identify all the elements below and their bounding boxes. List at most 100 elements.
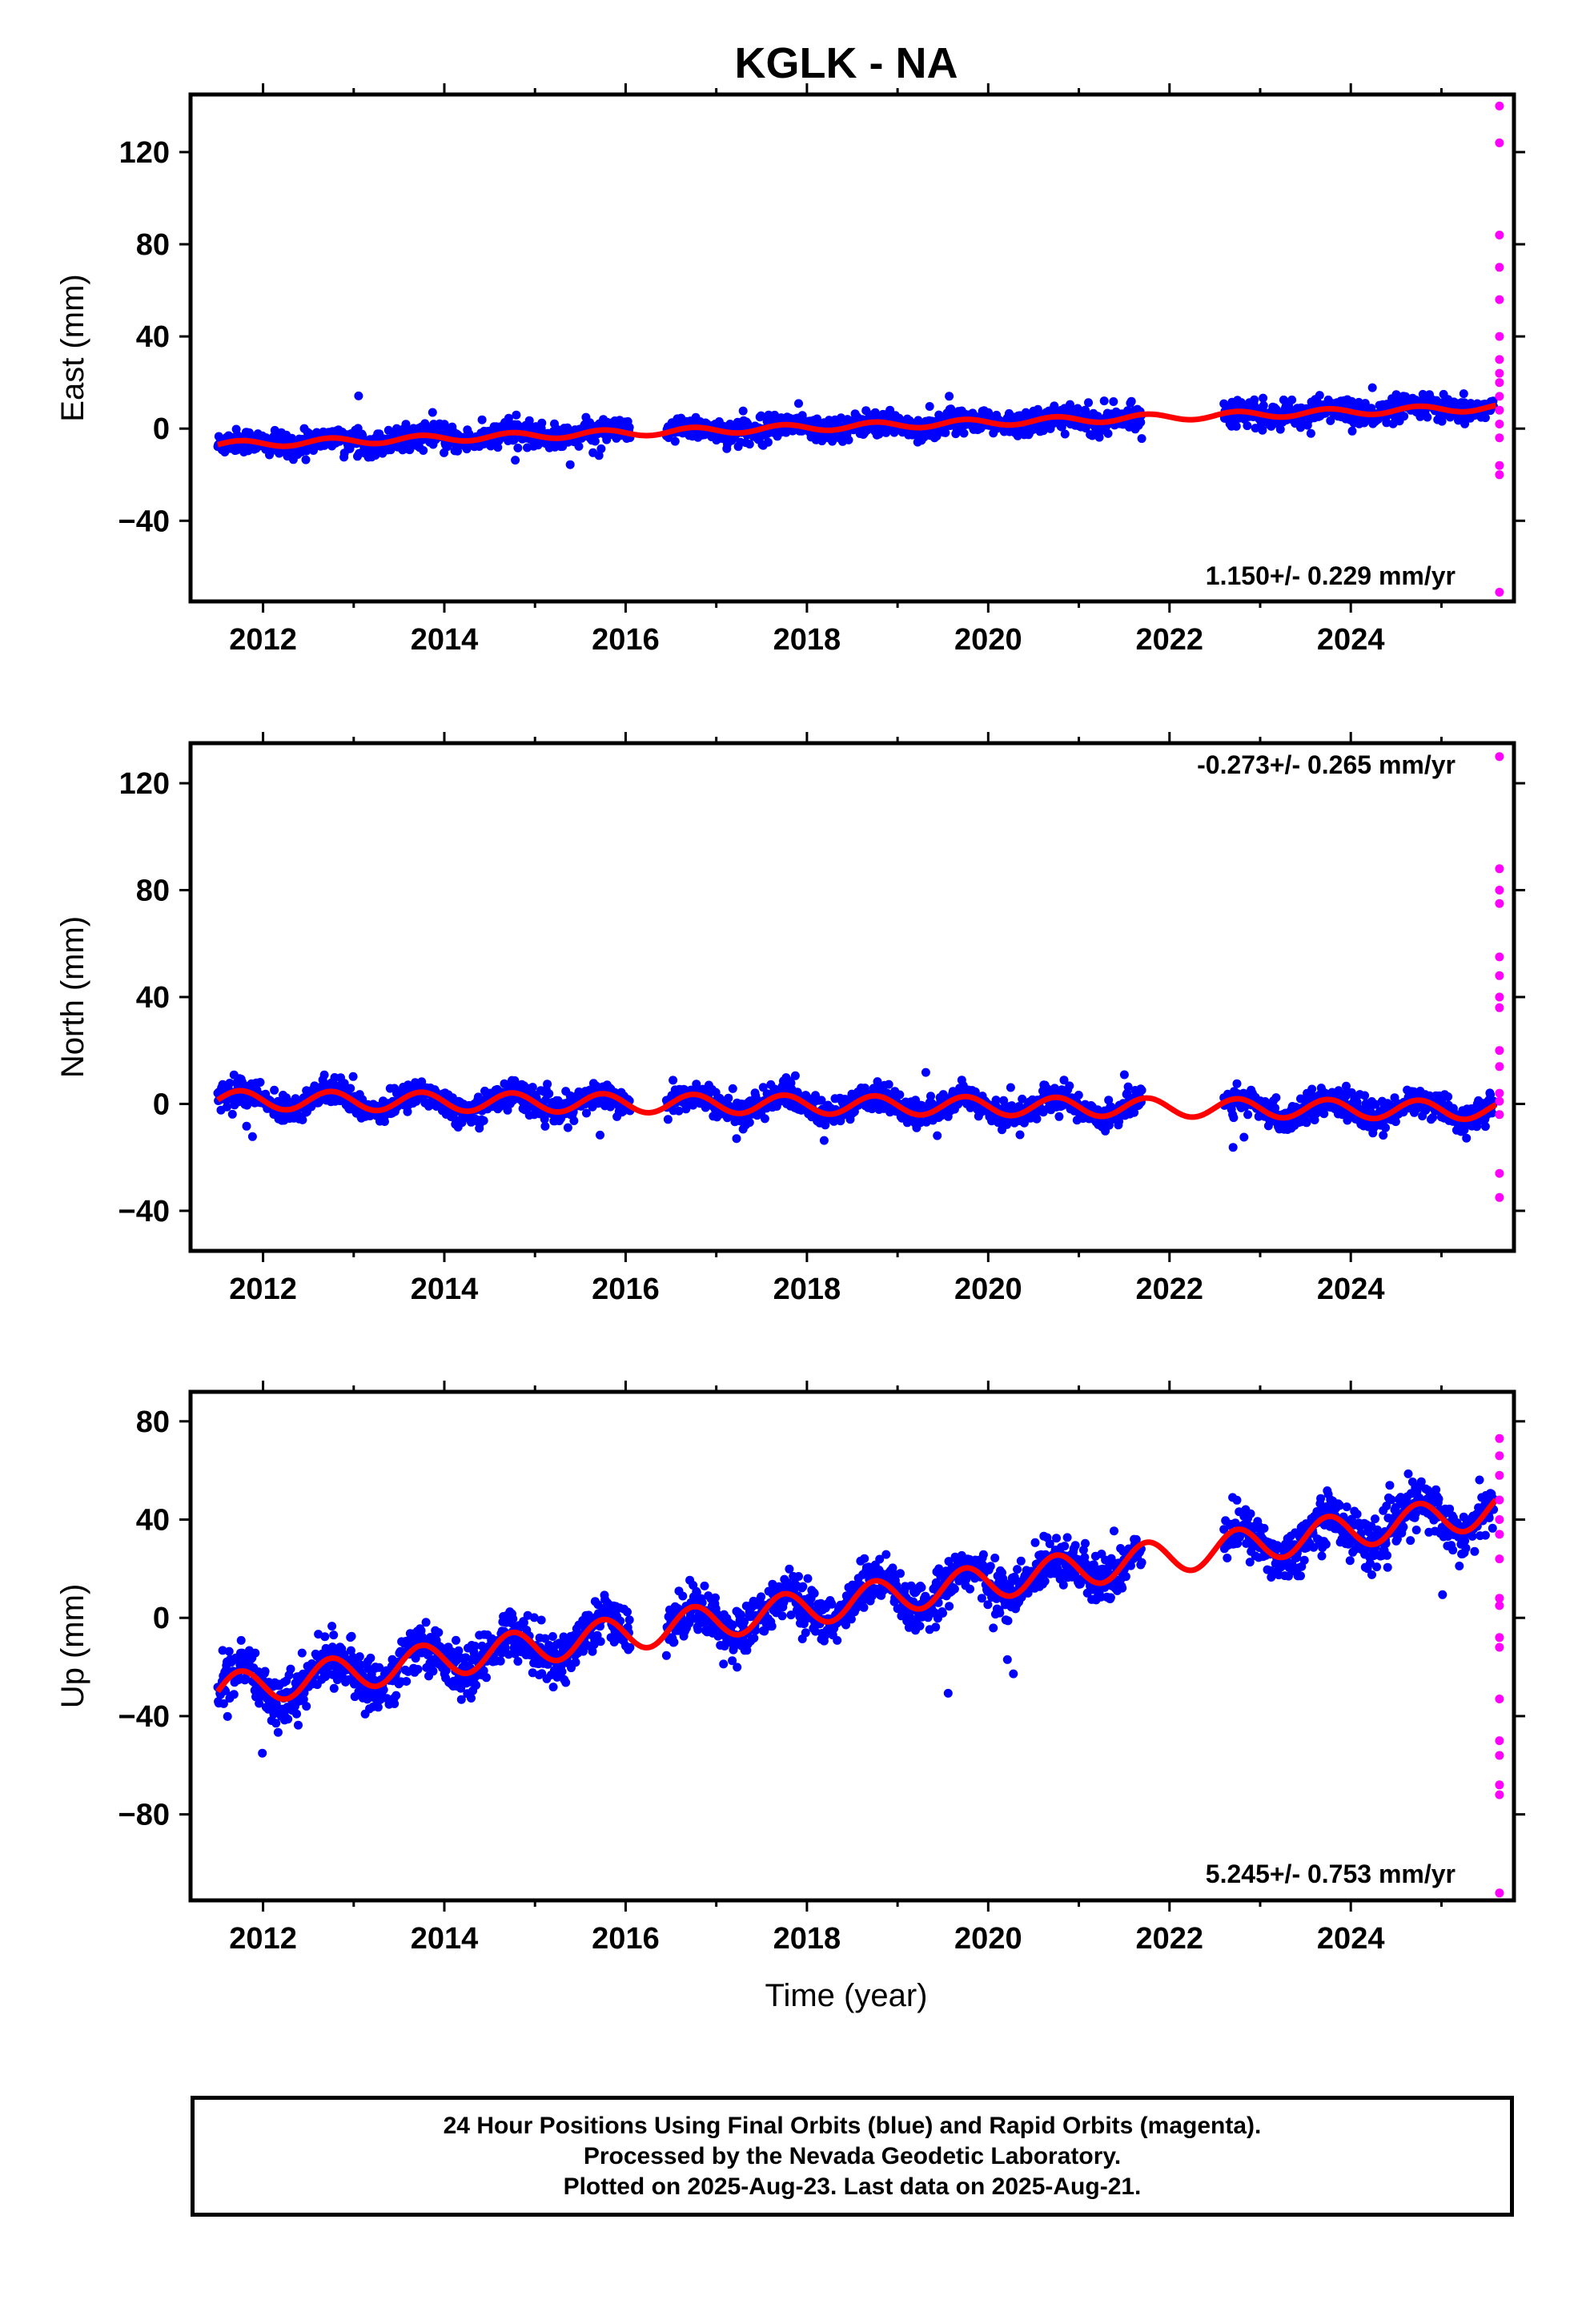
up-final-orbit-points <box>213 1469 1499 1758</box>
final-point <box>959 428 969 438</box>
final-point <box>513 1657 523 1666</box>
final-point <box>302 1702 311 1711</box>
x-tick-label: 2024 <box>1317 623 1385 657</box>
final-point <box>301 455 311 464</box>
rapid-point <box>1495 355 1504 364</box>
final-point <box>496 1656 505 1666</box>
rapid-point <box>1495 378 1504 388</box>
final-point <box>1126 396 1136 406</box>
rapid-point <box>1495 952 1504 962</box>
final-point <box>419 446 428 455</box>
rapid-point <box>1495 263 1504 272</box>
final-point <box>402 1677 412 1686</box>
final-point <box>329 1630 339 1640</box>
rapid-point <box>1495 1096 1504 1106</box>
up-plot-area <box>213 1433 1504 1898</box>
rapid-point <box>1495 1046 1504 1055</box>
rapid-point <box>1495 1168 1504 1178</box>
final-point <box>1306 428 1315 438</box>
final-point <box>1032 1114 1042 1124</box>
final-point <box>569 1116 579 1125</box>
final-point <box>790 1071 800 1080</box>
final-point <box>596 444 606 453</box>
final-point <box>1231 421 1241 431</box>
final-point <box>1315 391 1324 400</box>
final-point <box>757 411 766 420</box>
final-point <box>844 435 853 444</box>
final-point <box>511 456 520 465</box>
final-point <box>921 1068 930 1077</box>
rapid-point <box>1495 392 1504 401</box>
final-point <box>1443 1092 1453 1101</box>
rapid-point <box>1495 405 1504 415</box>
rapid-point <box>1495 1088 1504 1098</box>
final-point <box>260 1667 270 1676</box>
final-point <box>933 1131 942 1140</box>
final-point <box>297 1648 307 1658</box>
east-rapid-orbit-points <box>1495 101 1504 597</box>
final-point <box>428 408 437 417</box>
final-point <box>1103 428 1113 438</box>
final-point <box>596 1130 604 1140</box>
rapid-point <box>1495 138 1504 147</box>
rapid-point <box>1495 992 1504 1002</box>
final-point <box>225 1079 235 1088</box>
final-point <box>813 414 822 424</box>
final-point <box>594 451 604 460</box>
final-point <box>885 405 895 415</box>
rapid-point <box>1495 752 1504 762</box>
x-tick-label: 2014 <box>411 1273 479 1306</box>
final-point <box>283 1715 293 1724</box>
final-point <box>1307 1084 1317 1094</box>
final-point <box>670 436 680 446</box>
final-point <box>732 1134 741 1144</box>
final-point <box>1259 400 1268 410</box>
final-point <box>1065 1081 1074 1091</box>
rapid-point <box>1495 231 1504 239</box>
final-point <box>242 1121 251 1131</box>
final-point <box>354 391 363 400</box>
final-point <box>1013 431 1022 440</box>
final-point <box>271 1719 281 1728</box>
final-point <box>1258 425 1267 435</box>
final-point <box>247 1132 257 1141</box>
east-y-axis-label: East (mm) <box>55 274 90 421</box>
final-point <box>819 1136 829 1145</box>
final-point <box>512 410 521 420</box>
east-rate-label: 1.150+/- 0.229 mm/yr <box>1206 561 1456 590</box>
final-point <box>1109 397 1118 406</box>
rapid-point <box>1495 1192 1504 1202</box>
north-y-axis-label: North (mm) <box>55 916 90 1078</box>
final-point <box>390 1699 400 1708</box>
final-point <box>479 1116 488 1125</box>
final-point <box>590 436 600 446</box>
final-point <box>346 1084 355 1093</box>
x-tick-label: 2020 <box>954 623 1022 657</box>
y-tick-label: 0 <box>153 1088 170 1121</box>
rapid-point <box>1495 101 1504 111</box>
final-point <box>745 1118 754 1128</box>
rapid-point <box>1495 899 1504 908</box>
final-point <box>1271 1093 1281 1103</box>
rapid-point <box>1495 971 1504 980</box>
final-point <box>574 441 584 451</box>
final-point <box>1480 1122 1490 1132</box>
final-point <box>763 437 773 447</box>
final-point <box>540 1121 550 1131</box>
final-point <box>508 1614 518 1623</box>
final-point <box>224 1647 234 1656</box>
final-point <box>1347 426 1357 436</box>
y-tick-label: 40 <box>136 981 170 1015</box>
final-point <box>294 1720 303 1730</box>
final-point <box>745 440 754 449</box>
north-rapid-orbit-points <box>1495 752 1504 1202</box>
final-point <box>537 418 547 428</box>
x-tick-label: 2012 <box>229 1273 297 1306</box>
final-point <box>1381 1123 1390 1132</box>
final-point <box>1094 432 1104 442</box>
final-point <box>563 1123 572 1132</box>
final-point <box>1015 1130 1025 1140</box>
final-point <box>270 1085 279 1095</box>
final-point <box>413 1665 423 1674</box>
